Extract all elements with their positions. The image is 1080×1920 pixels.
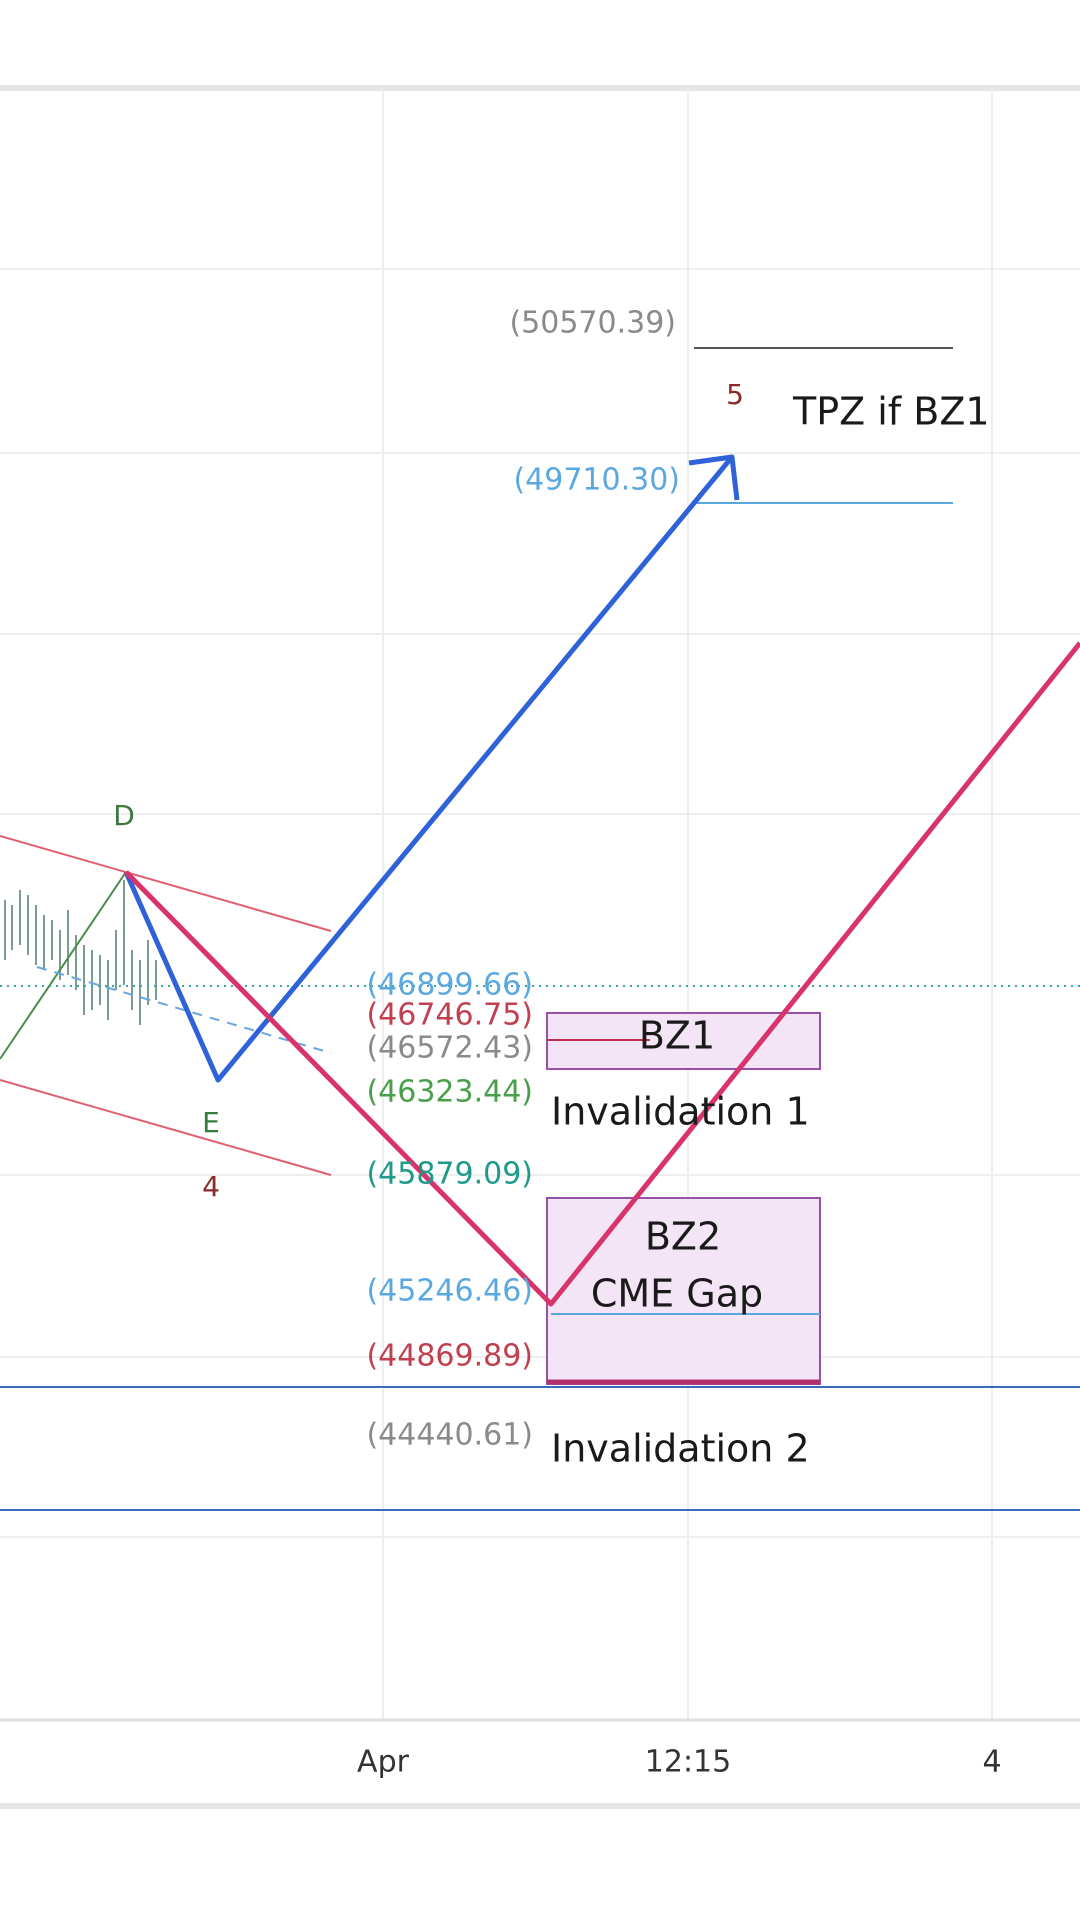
wave-line bbox=[0, 871, 127, 1060]
x-tick-label: Apr bbox=[357, 1745, 410, 1780]
price-label: (50570.39) bbox=[509, 306, 676, 341]
channel-upper bbox=[0, 835, 332, 932]
price-label: (45879.09) bbox=[366, 1157, 533, 1192]
wave-label: D bbox=[113, 799, 135, 832]
price-label: (46572.43) bbox=[366, 1031, 533, 1066]
price-label: (46899.66) bbox=[366, 968, 533, 1003]
zone-label: BZ2 bbox=[645, 1215, 721, 1259]
price-label: (44869.89) bbox=[366, 1339, 533, 1374]
price-label: (46323.44) bbox=[366, 1075, 533, 1110]
wave-label: 5 bbox=[726, 378, 744, 411]
note: Invalidation 1 bbox=[551, 1090, 810, 1134]
projection-path bbox=[123, 455, 734, 1083]
x-tick-label: 12:15 bbox=[645, 1745, 731, 1780]
wave-label: 4 bbox=[202, 1170, 220, 1203]
x-tick-label: 4 bbox=[982, 1745, 1001, 1780]
zone-label: CME Gap bbox=[591, 1272, 763, 1316]
note: TPZ if BZ1 bbox=[792, 390, 990, 434]
grid bbox=[0, 90, 1080, 1720]
price-label: (49710.30) bbox=[513, 463, 680, 498]
price-label: (45246.46) bbox=[366, 1274, 533, 1309]
dashed-line bbox=[36, 966, 332, 1054]
wave-label: E bbox=[202, 1106, 220, 1139]
projection-path bbox=[124, 641, 1080, 1307]
note: Invalidation 2 bbox=[551, 1427, 810, 1471]
arrow-head bbox=[688, 454, 740, 501]
price-label: (44440.61) bbox=[366, 1418, 533, 1453]
channel-lower bbox=[0, 1079, 332, 1176]
candles bbox=[4, 880, 157, 1025]
zone-label: BZ1 bbox=[639, 1014, 715, 1058]
price-label: (46746.75) bbox=[366, 998, 533, 1033]
